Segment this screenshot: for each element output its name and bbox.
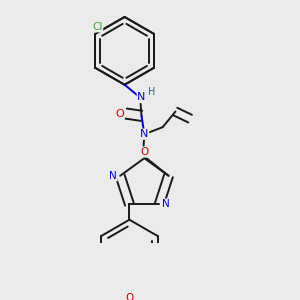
Text: H: H: [148, 87, 156, 98]
Text: N: N: [140, 129, 148, 139]
Text: O: O: [116, 109, 124, 118]
Text: N: N: [163, 199, 170, 209]
Text: O: O: [125, 293, 134, 300]
Text: Cl: Cl: [92, 22, 103, 32]
Text: O: O: [140, 147, 148, 157]
Text: N: N: [109, 171, 117, 181]
Text: N: N: [137, 92, 146, 103]
